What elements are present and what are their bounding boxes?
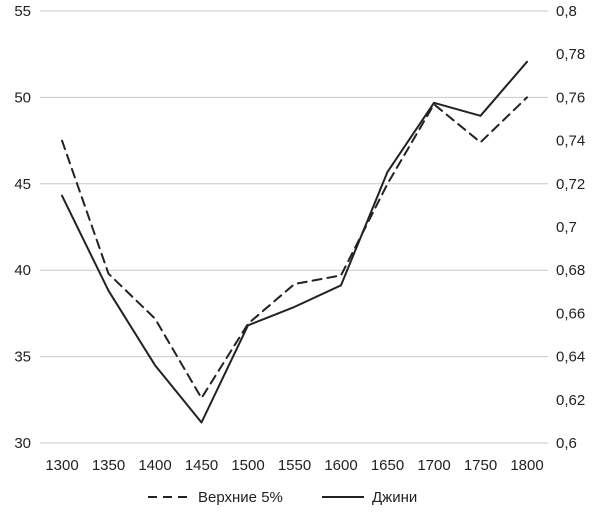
left-axis-ticks: 30 35 40 45 50 55 xyxy=(14,3,31,452)
x-tick-label: 1400 xyxy=(138,457,171,474)
right-axis-ticks: 0,6 0,62 0,64 0,66 0,68 0,7 0,72 0,74 0,76 0,78 0,… xyxy=(556,3,585,452)
x-tick-label: 1300 xyxy=(45,457,78,474)
x-tick-label: 1750 xyxy=(464,457,497,474)
right-tick-label: 0,68 xyxy=(556,262,585,279)
series-line-top5 xyxy=(61,96,528,400)
right-tick-label: 0,66 xyxy=(556,305,585,322)
legend-label-gini: Джини xyxy=(372,489,417,506)
right-tick-label: 0,62 xyxy=(556,392,585,409)
right-tick-label: 0,8 xyxy=(556,3,577,20)
series-lines xyxy=(61,60,528,424)
left-tick-label: 30 xyxy=(14,435,31,452)
x-tick-label: 1350 xyxy=(92,457,125,474)
legend-label-top5: Верхние 5% xyxy=(198,489,283,506)
legend: Верхние 5% Джини xyxy=(148,489,417,506)
x-tick-label: 1500 xyxy=(231,457,264,474)
right-tick-label: 0,64 xyxy=(556,349,585,366)
left-tick-label: 45 xyxy=(14,176,31,193)
series-line-gini xyxy=(61,60,528,424)
right-tick-label: 0,72 xyxy=(556,176,585,193)
right-tick-label: 0,6 xyxy=(556,435,577,452)
left-tick-label: 35 xyxy=(14,349,31,366)
x-tick-label: 1550 xyxy=(278,457,311,474)
right-tick-label: 0,74 xyxy=(556,133,585,150)
x-tick-label: 1650 xyxy=(371,457,404,474)
left-tick-label: 55 xyxy=(14,3,31,20)
left-tick-label: 40 xyxy=(14,262,31,279)
x-tick-label: 1700 xyxy=(417,457,450,474)
x-axis-ticks: 1300 1350 1400 1450 1500 1550 1600 1650 1700 1750… xyxy=(45,457,543,474)
x-tick-label: 1600 xyxy=(324,457,357,474)
x-tick-label: 1800 xyxy=(510,457,543,474)
right-tick-label: 0,78 xyxy=(556,46,585,63)
right-tick-label: 0,7 xyxy=(556,219,577,236)
gridlines xyxy=(40,10,548,444)
right-tick-label: 0,76 xyxy=(556,89,585,106)
x-tick-label: 1450 xyxy=(185,457,218,474)
left-tick-label: 50 xyxy=(14,89,31,106)
